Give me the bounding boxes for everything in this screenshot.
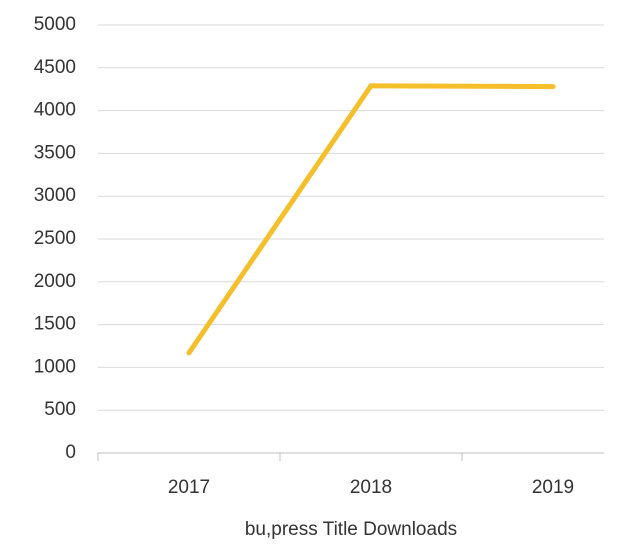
y-tick-label: 5000 [34, 14, 76, 35]
y-tick-label: 1000 [34, 356, 76, 377]
y-tick-label: 3500 [34, 142, 76, 163]
x-axis-label: bu,press Title Downloads [245, 519, 457, 540]
y-tick-label: 1500 [34, 314, 76, 335]
data-line [186, 83, 556, 356]
x-tick-label: 2019 [532, 477, 574, 498]
y-tick-label: 3000 [34, 185, 76, 206]
y-tick-label: 2500 [34, 228, 76, 249]
y-tick-label: 4500 [34, 57, 76, 78]
y-tick-label: 2000 [34, 271, 76, 292]
x-tick-label: 2018 [350, 477, 392, 498]
x-tick-label: 2017 [168, 477, 210, 498]
y-tick-label: 0 [65, 442, 76, 463]
y-tick-label: 500 [44, 399, 76, 420]
y-tick-label: 4000 [34, 100, 76, 121]
